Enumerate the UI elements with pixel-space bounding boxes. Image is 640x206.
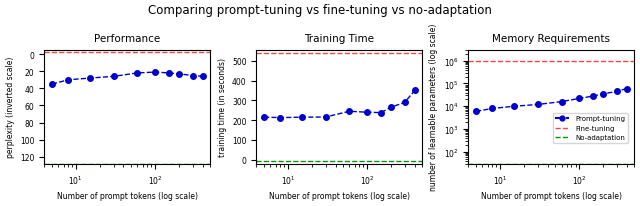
X-axis label: Number of prompt tokens (log scale): Number of prompt tokens (log scale)	[481, 192, 622, 200]
X-axis label: Number of prompt tokens (log scale): Number of prompt tokens (log scale)	[57, 192, 198, 200]
Title: Performance: Performance	[94, 34, 161, 44]
Text: Comparing prompt-tuning vs fine-tuning vs no-adaptation: Comparing prompt-tuning vs fine-tuning v…	[148, 4, 492, 17]
Legend: Prompt-tuning, Fine-tuning, No-adaptation: Prompt-tuning, Fine-tuning, No-adaptatio…	[553, 113, 628, 144]
Y-axis label: training time (in seconds): training time (in seconds)	[218, 58, 227, 157]
Y-axis label: number of learnable parameters (log scale): number of learnable parameters (log scal…	[429, 24, 438, 191]
Y-axis label: perplexity (inverted scale): perplexity (inverted scale)	[6, 57, 15, 158]
Title: Memory Requirements: Memory Requirements	[492, 34, 611, 44]
X-axis label: Number of prompt tokens (log scale): Number of prompt tokens (log scale)	[269, 192, 410, 200]
Title: Training Time: Training Time	[305, 34, 374, 44]
